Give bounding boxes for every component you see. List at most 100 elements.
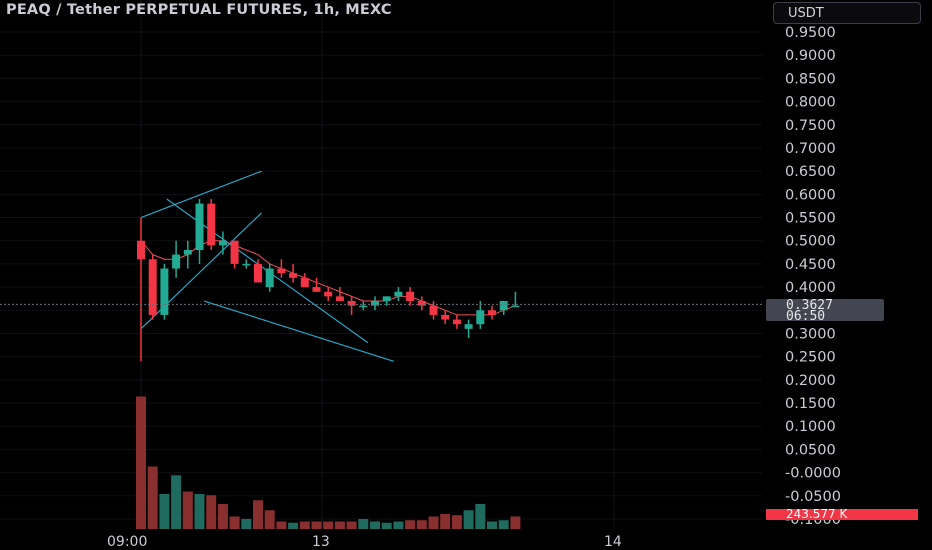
last-price-value: 0.3627 bbox=[786, 298, 833, 313]
chart-grid bbox=[0, 0, 762, 528]
volume-bar bbox=[159, 494, 170, 529]
volume-bar bbox=[147, 466, 158, 529]
volume-bar bbox=[428, 516, 439, 529]
price-axis-label: 0.4000 bbox=[785, 280, 836, 296]
price-axis-label: 0.7500 bbox=[785, 118, 836, 134]
price-axis-label: 0.2000 bbox=[785, 373, 836, 389]
price-axis-label: -0.0000 bbox=[785, 466, 841, 482]
candle-body bbox=[137, 240, 145, 260]
moving-average-line bbox=[140, 240, 516, 316]
volume-bar bbox=[136, 396, 146, 529]
candle-body bbox=[335, 296, 344, 302]
volume-bar bbox=[440, 514, 451, 529]
candle-body bbox=[312, 287, 321, 292]
volume-bar bbox=[451, 515, 462, 529]
volume-histogram bbox=[136, 396, 521, 529]
candle-body bbox=[441, 314, 450, 320]
time-axis-label: 09:00 bbox=[107, 534, 147, 550]
candle-body bbox=[277, 268, 286, 274]
trendline[interactable] bbox=[203, 300, 394, 362]
volume-bar bbox=[229, 516, 240, 529]
volume-bar bbox=[393, 521, 404, 529]
volume-bar bbox=[510, 516, 521, 529]
volume-bar bbox=[264, 510, 275, 529]
price-axis-label: 0.3000 bbox=[785, 326, 836, 342]
volume-bar bbox=[311, 521, 322, 529]
candle-body bbox=[464, 324, 473, 329]
candle-body bbox=[511, 305, 520, 308]
candlesticks bbox=[137, 198, 520, 362]
candle-body bbox=[172, 254, 181, 269]
price-axis-label: 0.5000 bbox=[785, 234, 836, 250]
volume-value-label: 243.577 K bbox=[766, 508, 918, 520]
volume-bar bbox=[334, 521, 345, 529]
price-axis-label: 0.4500 bbox=[785, 257, 836, 273]
volume-bar bbox=[253, 500, 263, 529]
candle-body bbox=[499, 301, 508, 311]
volume-bar bbox=[405, 520, 416, 529]
volume-bar bbox=[463, 510, 474, 529]
price-axis-label: 0.8000 bbox=[785, 95, 836, 111]
price-axis-label: 0.8500 bbox=[785, 71, 836, 87]
price-axis-label: 0.1500 bbox=[785, 396, 836, 412]
volume-bar bbox=[241, 519, 252, 529]
candle-body bbox=[382, 296, 391, 302]
price-axis-label: -0.0500 bbox=[785, 489, 841, 505]
candle-body bbox=[371, 301, 379, 306]
candle-body bbox=[160, 268, 169, 315]
time-axis: 09:00 13 14 bbox=[107, 534, 622, 550]
candle-body bbox=[218, 240, 227, 246]
volume-bar bbox=[487, 521, 497, 529]
time-axis-label: 13 bbox=[312, 534, 330, 550]
volume-bar bbox=[171, 475, 182, 529]
volume-bar bbox=[299, 521, 310, 529]
price-axis-label: 0.5500 bbox=[785, 211, 836, 227]
candle-body bbox=[394, 291, 403, 297]
price-axis-label: 0.2500 bbox=[785, 350, 836, 366]
candle-body bbox=[148, 259, 157, 315]
volume-bar bbox=[346, 521, 357, 529]
price-axis-label: 0.6000 bbox=[785, 187, 836, 203]
candle-body bbox=[242, 263, 251, 266]
volume-bar bbox=[358, 519, 369, 529]
candle-body bbox=[207, 203, 216, 246]
trendline[interactable] bbox=[140, 170, 262, 219]
volume-bar bbox=[498, 520, 509, 529]
volume-bar bbox=[381, 522, 392, 529]
time-axis-label: 14 bbox=[604, 534, 622, 550]
volume-bar bbox=[182, 491, 193, 529]
candle-body bbox=[289, 273, 298, 278]
price-axis-label: 0.6500 bbox=[785, 164, 836, 180]
volume-bar bbox=[475, 504, 486, 529]
price-axis-label: 0.9500 bbox=[785, 25, 836, 41]
volume-bar bbox=[288, 522, 299, 529]
candle-body bbox=[324, 291, 333, 297]
bar-countdown: 06:50 bbox=[786, 309, 826, 324]
candle-body bbox=[488, 310, 496, 315]
candle-body bbox=[476, 310, 485, 325]
candle-body bbox=[183, 249, 192, 255]
volume-bar bbox=[206, 495, 217, 529]
candle-body bbox=[452, 319, 461, 325]
candle-body bbox=[406, 291, 415, 302]
candle-body bbox=[417, 301, 426, 306]
price-axis-label: 0.1000 bbox=[785, 419, 836, 435]
price-axis-label: 0.7000 bbox=[785, 141, 836, 157]
candle-body bbox=[429, 305, 438, 315]
candle-body bbox=[195, 203, 204, 250]
volume-bar bbox=[416, 520, 427, 529]
candle-body bbox=[265, 268, 274, 288]
candle-body bbox=[359, 305, 368, 308]
volume-bar bbox=[194, 494, 205, 529]
candle-body bbox=[230, 240, 239, 264]
currency-button[interactable]: USDT bbox=[773, 2, 921, 24]
price-axis-label: 0.0500 bbox=[785, 442, 836, 458]
volume-bar bbox=[323, 521, 334, 529]
chart-title: PEAQ / Tether PERPETUAL FUTURES, 1h, MEX… bbox=[6, 2, 392, 18]
price-axis-label: 0.9000 bbox=[785, 48, 836, 64]
candle-body bbox=[347, 301, 356, 306]
last-price-label: 0.3627 06:50 bbox=[766, 298, 884, 324]
candle-body bbox=[254, 263, 262, 283]
volume-bar bbox=[217, 504, 228, 529]
